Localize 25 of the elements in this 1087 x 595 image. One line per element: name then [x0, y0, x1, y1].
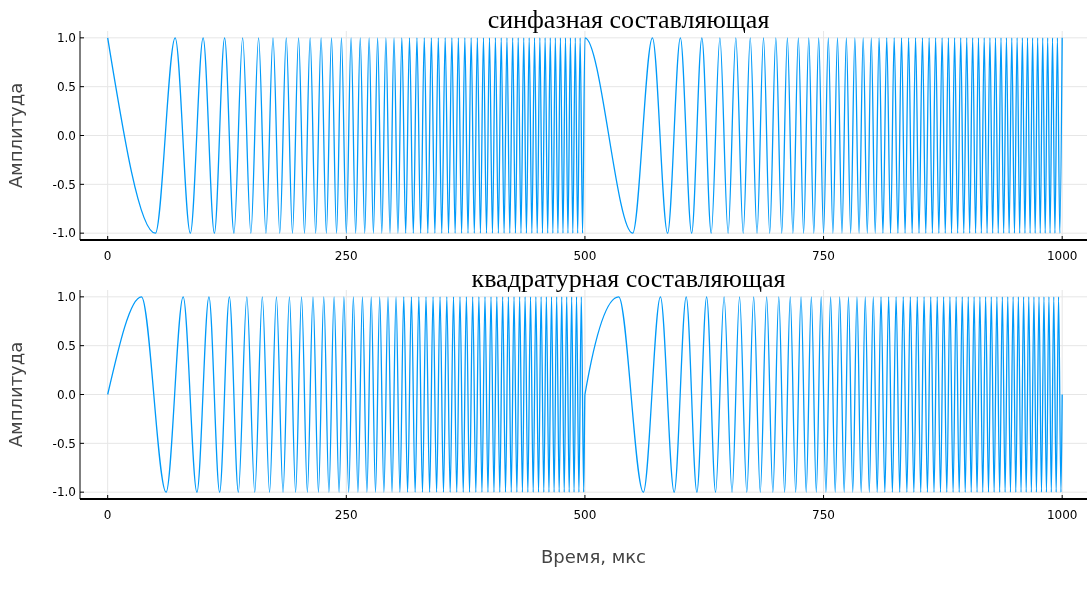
x-tick-label: 250: [334, 508, 358, 522]
y-tick-label: -0.5: [52, 177, 76, 192]
x-tick-label: 250: [334, 249, 358, 263]
x-axis-title: Время, мкс: [540, 546, 647, 567]
chart-title: синфазная составляющая: [487, 5, 770, 34]
chart-title: квадратурная составляющая: [471, 264, 786, 293]
y-tick-label: 0.0: [56, 387, 76, 402]
x-tick-label: 1000: [1046, 249, 1078, 263]
x-tick-label: 0: [103, 508, 112, 522]
x-tick-label: 750: [812, 249, 836, 263]
x-tick-label: 0: [103, 249, 112, 263]
y-tick-label: -0.5: [52, 436, 76, 451]
y-tick-label: 1.0: [56, 31, 76, 46]
y-axis-title: Амплитуда: [5, 82, 26, 189]
x-tick-label: 500: [573, 249, 597, 263]
y-tick-label: 1.0: [56, 290, 76, 305]
x-tick-label: 500: [573, 508, 597, 522]
y-tick-label: 0.0: [56, 128, 76, 143]
x-tick-label: 750: [812, 508, 836, 522]
y-tick-label: 0.5: [56, 338, 76, 353]
y-axis-title: Амплитуда: [5, 341, 26, 448]
y-tick-label: -1.0: [52, 226, 76, 241]
y-tick-label: -1.0: [52, 485, 76, 500]
x-tick-label: 1000: [1046, 508, 1078, 522]
y-tick-label: 0.5: [56, 79, 76, 94]
